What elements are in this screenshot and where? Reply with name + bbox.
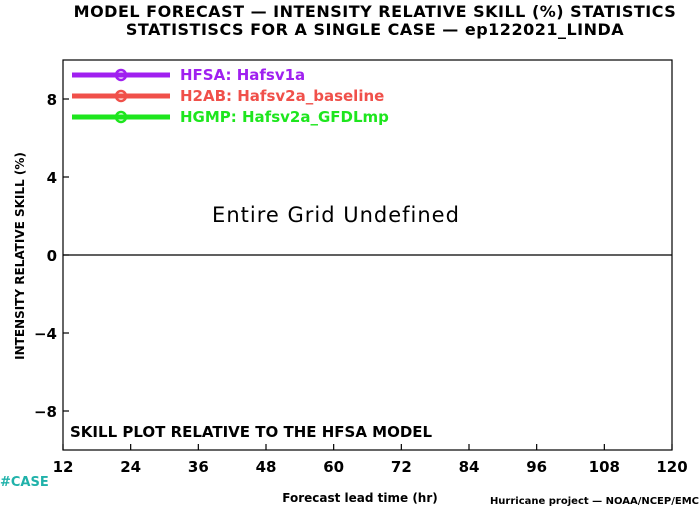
y-tick-label: −4 [34,325,57,343]
legend-marker [114,68,128,82]
chart-subtitle: STATISTISCS FOR A SINGLE CASE — ep122021… [126,20,624,39]
legend-marker [114,89,128,103]
y-tick-label: −8 [34,403,57,421]
y-axis-label: INTENSITY RELATIVE SKILL (%) [13,152,27,360]
x-axis-ticks: 12 24 36 48 60 72 84 96 108 120 [53,444,688,476]
y-tick-label: 4 [47,169,57,187]
x-tick-label: 72 [391,458,412,476]
x-tick-label: 36 [188,458,209,476]
x-tick-label: 60 [323,458,344,476]
skill-note: SKILL PLOT RELATIVE TO THE HFSA MODEL [70,423,433,441]
credit-text: Hurricane project — NOAA/NCEP/EMC [490,496,699,506]
x-axis-label: Forecast lead time (hr) [282,491,438,505]
legend: HFSA: Hafsv1a H2AB: Hafsv2a_baseline HGMP:… [72,66,389,126]
x-tick-label: 120 [656,458,687,476]
legend-entry: HGMP: Hafsv2a_GFDLmp [180,108,389,126]
undefined-grid-message: Entire Grid Undefined [212,203,460,227]
x-tick-label: 96 [526,458,547,476]
case-label: #CASE [0,475,49,490]
legend-entry: HFSA: Hafsv1a [180,66,305,84]
x-tick-label: 48 [256,458,277,476]
y-tick-label: 0 [47,247,57,265]
legend-marker [114,110,128,124]
x-tick-label: 24 [120,458,141,476]
y-tick-label: 8 [47,91,57,109]
x-tick-label: 108 [589,458,620,476]
x-tick-label: 84 [459,458,480,476]
x-tick-label: 12 [53,458,74,476]
chart-title: MODEL FORECAST — INTENSITY RELATIVE SKIL… [74,2,677,21]
legend-entry: H2AB: Hafsv2a_baseline [180,87,384,105]
y-axis-ticks: −8 −4 0 4 8 [34,91,69,421]
